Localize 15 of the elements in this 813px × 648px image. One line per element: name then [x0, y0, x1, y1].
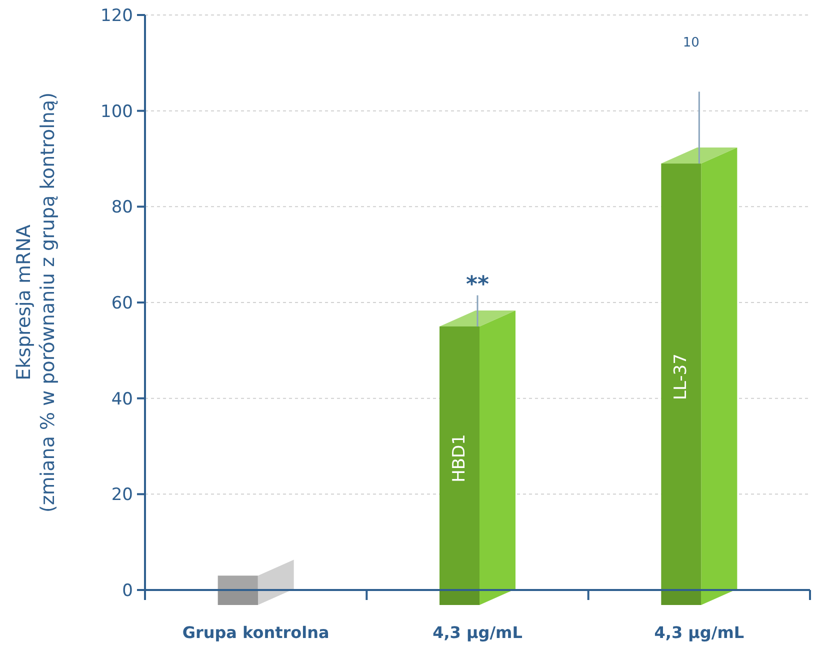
y-tick-label: 100 [100, 102, 133, 122]
x-tick-label: 4,3 µg/mL [654, 623, 744, 642]
series-label: HBD1 [450, 434, 470, 482]
y-tick-label: 20 [111, 485, 133, 506]
x-tick-label: 4,3 µg/mL [432, 623, 522, 642]
y-tick-label: 0 [122, 581, 133, 601]
annotation: 10 [682, 36, 700, 51]
y-tick-label: 80 [111, 198, 133, 218]
y-axis-title: Ekspresja mRNA (zmiana % w porównaniu z grupą kontrolną) [13, 92, 59, 513]
y-tick-label: 60 [111, 294, 133, 314]
x-tick-label: Grupa kontrolna [182, 623, 330, 642]
series-label: LL-37 [671, 354, 692, 400]
y-tick-label: 120 [100, 6, 133, 26]
annotation: ** [466, 272, 490, 298]
y-tick-label: 40 [111, 389, 133, 410]
